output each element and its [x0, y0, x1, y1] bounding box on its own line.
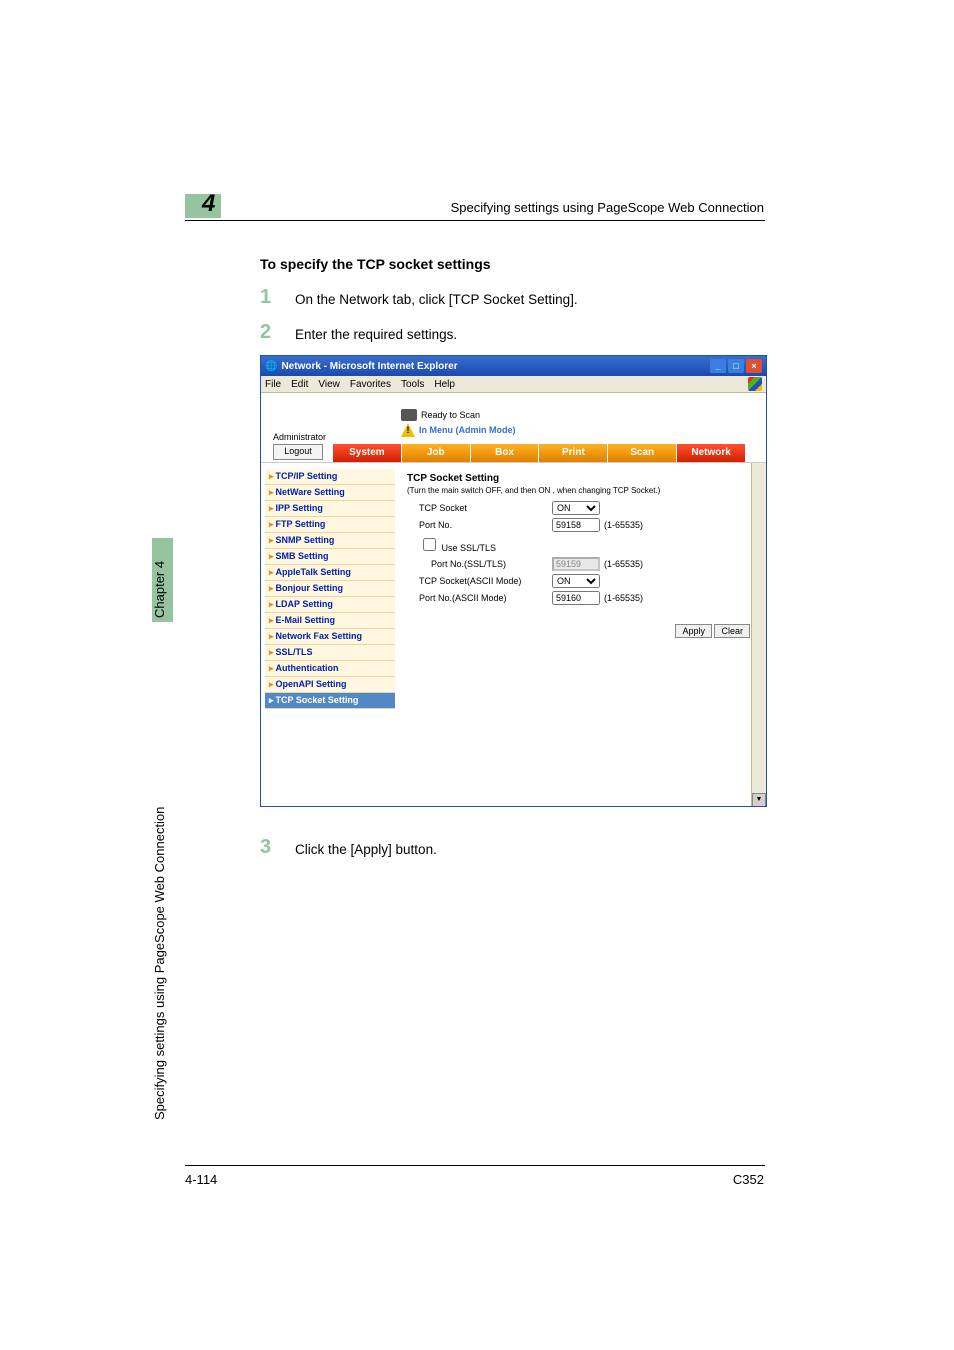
menu-view[interactable]: View: [318, 379, 340, 390]
ready-status: Ready to Scan: [421, 410, 480, 420]
side-chapter-label: Chapter 4: [152, 561, 167, 618]
port-ssl-range: (1-65535): [604, 559, 643, 569]
ie-icon: 🌐: [265, 361, 277, 372]
tab-scan[interactable]: Scan: [608, 444, 677, 462]
port-ascii-label: Port No.(ASCII Mode): [407, 593, 552, 603]
admin-mode-status: In Menu (Admin Mode): [419, 425, 516, 435]
sidebar-item-smb[interactable]: ▸SMB Setting: [265, 549, 395, 565]
apply-button[interactable]: Apply: [675, 624, 712, 638]
minimize-button[interactable]: _: [710, 359, 726, 373]
footer-rule: [185, 1165, 765, 1166]
tcp-socket-label: TCP Socket: [407, 503, 552, 513]
tcp-socket-select[interactable]: ON: [552, 501, 600, 515]
menu-file[interactable]: File: [265, 379, 281, 390]
step-text-1: On the Network tab, click [TCP Socket Se…: [295, 292, 578, 307]
sidebar-item-appletalk[interactable]: ▸AppleTalk Setting: [265, 565, 395, 581]
header-title: Specifying settings using PageScope Web …: [451, 200, 764, 215]
ie-menubar: File Edit View Favorites Tools Help: [261, 376, 766, 393]
administrator-label: Administrator: [273, 432, 326, 442]
document-page: 4 Specifying settings using PageScope We…: [0, 0, 954, 1350]
warning-icon: !: [401, 423, 415, 437]
port-range: (1-65535): [604, 520, 643, 530]
footer-model: C352: [733, 1172, 764, 1187]
ascii-mode-label: TCP Socket(ASCII Mode): [407, 576, 552, 586]
menu-favorites[interactable]: Favorites: [350, 379, 391, 390]
sidebar-item-snmp[interactable]: ▸SNMP Setting: [265, 533, 395, 549]
ie-title: Network - Microsoft Internet Explorer: [281, 361, 457, 372]
main-panel: TCP Socket Setting (Turn the main switch…: [399, 469, 766, 807]
step-number-3: 3: [260, 836, 271, 859]
tab-network[interactable]: Network: [677, 444, 746, 462]
sidebar-item-ssltls[interactable]: ▸SSL/TLS: [265, 645, 395, 661]
menu-help[interactable]: Help: [434, 379, 455, 390]
printer-icon: [401, 409, 417, 421]
sidebar-item-ipp[interactable]: ▸IPP Setting: [265, 501, 395, 517]
use-ssl-label: Use SSL/TLS: [442, 543, 497, 553]
menu-edit[interactable]: Edit: [291, 379, 308, 390]
tab-bar: System Job Box Print Scan Network: [333, 444, 746, 462]
sidebar-item-ftp[interactable]: ▸FTP Setting: [265, 517, 395, 533]
port-ascii-input[interactable]: [552, 591, 600, 605]
sidebar-item-tcpip[interactable]: ▸TCP/IP Setting: [265, 469, 395, 485]
step-number-2: 2: [260, 321, 271, 344]
sidebar-item-email[interactable]: ▸E-Mail Setting: [265, 613, 395, 629]
close-button[interactable]: ×: [746, 359, 762, 373]
sidebar-item-bonjour[interactable]: ▸Bonjour Setting: [265, 581, 395, 597]
use-ssl-checkbox-row: Use SSL/TLS: [407, 535, 552, 554]
section-title: To specify the TCP socket settings: [260, 256, 491, 272]
clear-button[interactable]: Clear: [714, 624, 750, 638]
tab-print[interactable]: Print: [539, 444, 608, 462]
footer-page-number: 4-114: [185, 1172, 217, 1187]
maximize-button[interactable]: □: [728, 359, 744, 373]
sidebar-item-ldap[interactable]: ▸LDAP Setting: [265, 597, 395, 613]
sidebar: ▸TCP/IP Setting ▸NetWare Setting ▸IPP Se…: [261, 469, 399, 807]
port-ssl-label: Port No.(SSL/TLS): [407, 559, 552, 569]
port-label: Port No.: [407, 520, 552, 530]
port-ascii-range: (1-65535): [604, 593, 643, 603]
app-header: Ready to Scan ! In Menu (Admin Mode) Adm…: [261, 393, 766, 463]
port-ssl-input: [552, 557, 600, 571]
sidebar-item-auth[interactable]: ▸Authentication: [265, 661, 395, 677]
header-rule: [185, 220, 765, 221]
step-text-3: Click the [Apply] button.: [295, 842, 437, 857]
chapter-number: 4: [202, 190, 215, 218]
tab-system[interactable]: System: [333, 444, 402, 462]
menu-tools[interactable]: Tools: [401, 379, 424, 390]
logout-button[interactable]: Logout: [273, 444, 323, 460]
ie-window: 🌐 Network - Microsoft Internet Explorer …: [260, 355, 767, 807]
sidebar-item-netware[interactable]: ▸NetWare Setting: [265, 485, 395, 501]
sidebar-item-netfax[interactable]: ▸Network Fax Setting: [265, 629, 395, 645]
side-section-label: Specifying settings using PageScope Web …: [152, 807, 167, 1120]
ie-content: ▲ ▼ Ready to Scan ! In Menu (Admin Mode)…: [261, 393, 766, 807]
panel-note: (Turn the main switch OFF, and then ON ,…: [407, 486, 758, 495]
panel-title: TCP Socket Setting: [407, 473, 758, 484]
app-body: ▸TCP/IP Setting ▸NetWare Setting ▸IPP Se…: [261, 463, 766, 807]
sidebar-item-openapi[interactable]: ▸OpenAPI Setting: [265, 677, 395, 693]
windows-logo-icon: [748, 377, 762, 391]
sidebar-item-tcpsocket[interactable]: ▸TCP Socket Setting: [265, 693, 395, 709]
step-number-1: 1: [260, 286, 271, 309]
tab-box[interactable]: Box: [471, 444, 540, 462]
use-ssl-checkbox[interactable]: [423, 538, 436, 551]
tab-job[interactable]: Job: [402, 444, 471, 462]
ie-titlebar: 🌐 Network - Microsoft Internet Explorer …: [261, 356, 766, 376]
step-text-2: Enter the required settings.: [295, 327, 457, 342]
port-input[interactable]: [552, 518, 600, 532]
ascii-mode-select[interactable]: ON: [552, 574, 600, 588]
